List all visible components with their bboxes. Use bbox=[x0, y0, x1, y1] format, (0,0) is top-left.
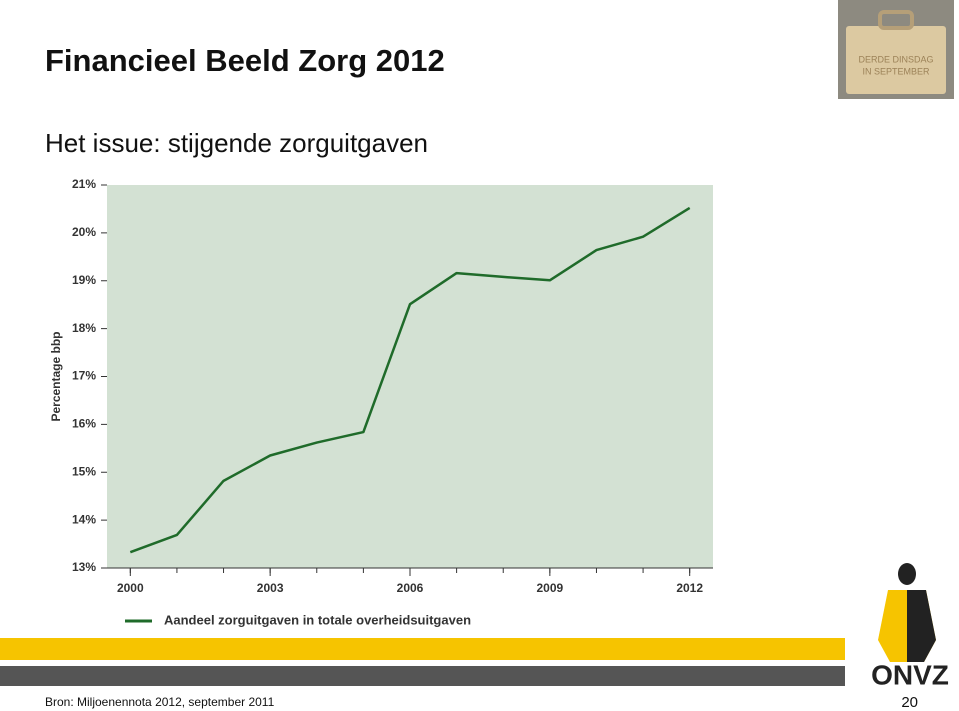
x-tick-label: 2009 bbox=[536, 581, 563, 595]
legend-label: Aandeel zorguitgaven in totale overheids… bbox=[164, 612, 471, 627]
x-tick-label: 2012 bbox=[676, 581, 703, 595]
grey-band bbox=[0, 666, 845, 686]
x-tick-label: 2003 bbox=[257, 581, 284, 595]
x-tick-label: 2006 bbox=[397, 581, 424, 595]
logo-figure bbox=[898, 563, 916, 585]
y-axis-label: Percentage bbp bbox=[49, 331, 63, 421]
y-tick-label: 13% bbox=[72, 560, 96, 574]
y-tick-label: 21% bbox=[72, 177, 96, 191]
page-number: 20 bbox=[901, 694, 918, 711]
suitcase bbox=[846, 26, 946, 94]
slide-subtitle: Het issue: stijgende zorguitgaven bbox=[45, 128, 428, 158]
slide-title: Financieel Beeld Zorg 2012 bbox=[45, 43, 445, 78]
plot-area bbox=[107, 185, 713, 568]
y-tick-label: 19% bbox=[72, 273, 96, 287]
y-tick-label: 18% bbox=[72, 321, 96, 335]
source-note: Bron: Miljoenennota 2012, september 2011 bbox=[45, 695, 275, 709]
y-tick-label: 17% bbox=[72, 369, 96, 383]
y-tick-label: 15% bbox=[72, 464, 96, 478]
y-tick-label: 20% bbox=[72, 225, 96, 239]
image-text: DERDE DINSDAG bbox=[858, 54, 933, 64]
y-tick-label: 14% bbox=[72, 512, 96, 526]
y-tick-label: 16% bbox=[72, 417, 96, 431]
logo: ONVZ bbox=[871, 563, 949, 690]
x-tick-label: 2000 bbox=[117, 581, 144, 595]
image-text: IN SEPTEMBER bbox=[862, 66, 930, 76]
yellow-band bbox=[0, 638, 845, 660]
logo-figure bbox=[907, 590, 936, 662]
data-line bbox=[129, 206, 691, 554]
suitcase-image: DERDE DINSDAG IN SEPTEMBER bbox=[838, 0, 954, 99]
handle bbox=[878, 10, 914, 30]
logo-text: ONVZ bbox=[871, 659, 949, 690]
